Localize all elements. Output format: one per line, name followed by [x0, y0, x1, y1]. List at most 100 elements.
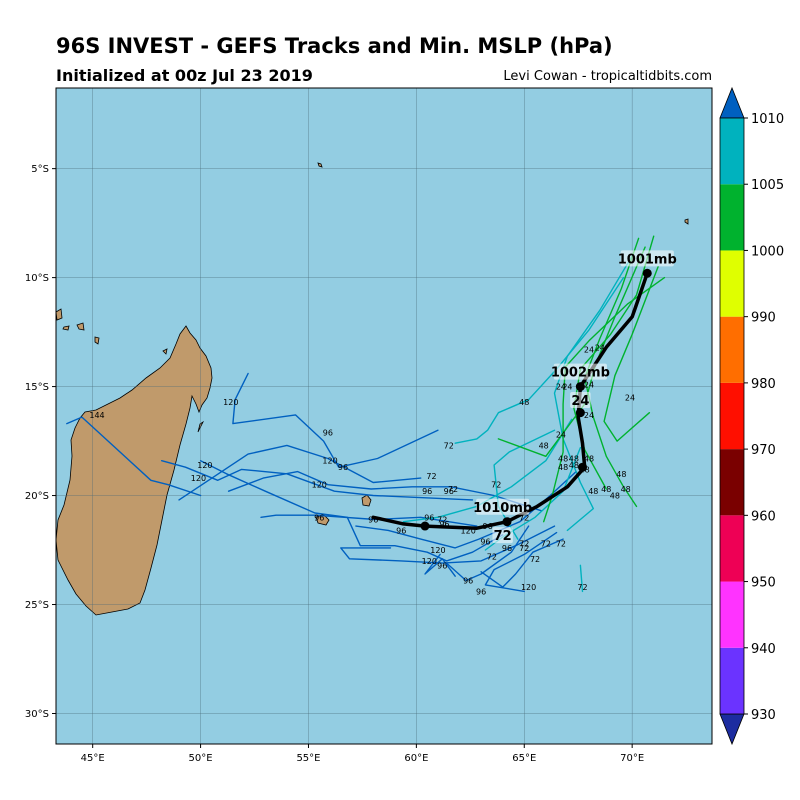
- mean-track-label: 1010mb: [473, 501, 532, 516]
- mean-track-dot: [502, 517, 512, 527]
- colorbar-tick-label: 1010: [751, 112, 784, 127]
- member-hour-label: 24: [556, 431, 566, 440]
- member-hour-label: 24: [584, 380, 594, 389]
- member-hour-label: 72: [491, 481, 501, 490]
- member-hour-label: 96: [338, 463, 348, 472]
- tick-label-lat: 5°S: [31, 164, 49, 175]
- member-track: [579, 564, 584, 593]
- member-hour-label: 72: [530, 555, 540, 564]
- tick-label-lon: 65°E: [512, 753, 536, 764]
- ensemble-tracks: [66, 235, 666, 593]
- colorbar-tick-label: 940: [751, 642, 776, 657]
- member-hour-label: 24: [562, 383, 572, 392]
- mean-label-backdrop: [570, 392, 591, 409]
- tick-label-lat: 15°S: [25, 382, 49, 393]
- member-hour-label: 96: [424, 513, 434, 522]
- colorbar-tick-label: 1005: [751, 178, 784, 193]
- member-hour-label: 120: [422, 557, 437, 566]
- member-hour-label: 96: [314, 513, 324, 522]
- colorbar-segment: [720, 647, 744, 714]
- mean-track-dot: [578, 462, 588, 472]
- member-hour-label: 72: [448, 485, 458, 494]
- member-hour-label: 72: [577, 583, 587, 592]
- member-hour-label: 48: [601, 485, 611, 494]
- member-track: [497, 246, 646, 457]
- member-track: [424, 553, 456, 577]
- member-track: [543, 276, 666, 523]
- member-track: [454, 276, 625, 444]
- credit-text: Levi Cowan - tropicaltidbits.com: [503, 69, 712, 84]
- colorbar-tick-label: 980: [751, 377, 776, 392]
- member-hour-label: 24: [584, 411, 594, 420]
- member-hour-label: 120: [322, 457, 337, 466]
- member-track: [178, 444, 422, 501]
- member-hour-label: 48: [519, 398, 529, 407]
- member-track: [493, 429, 556, 540]
- member-track: [232, 372, 439, 468]
- tick-label-lat: 30°S: [25, 709, 49, 720]
- member-hour-label: 48: [539, 441, 549, 450]
- member-track: [199, 460, 504, 562]
- member-hour-label: 24: [625, 393, 635, 402]
- mean-label-backdrop: [492, 527, 513, 544]
- mean-track-label: 1001mb: [618, 252, 677, 267]
- member-hour-label: 96: [368, 516, 378, 525]
- member-hour-label: 72: [437, 516, 447, 525]
- colorbar-over-arrow: [719, 86, 745, 119]
- member-hour-label: 96: [480, 537, 490, 546]
- member-track: [484, 531, 558, 593]
- mean-track-line: [371, 271, 650, 530]
- comoros-island: [62, 325, 70, 331]
- chart-subtitle: Initialized at 00z Jul 23 2019: [56, 66, 313, 85]
- member-hour-label: 72: [541, 539, 551, 548]
- comoros-island: [56, 308, 63, 321]
- mean-track-dot: [575, 382, 585, 392]
- member-track: [480, 538, 564, 588]
- comoros-island: [76, 322, 85, 331]
- member-hour-label: 96: [444, 487, 454, 496]
- member-hour-label: 24: [556, 383, 566, 392]
- member-hour-label: 96: [439, 520, 449, 529]
- member-track: [160, 460, 474, 501]
- mean-label-backdrop: [553, 363, 607, 380]
- land-masses: [56, 162, 689, 616]
- colorbar-segment: [720, 382, 744, 450]
- tick-label-lon: 55°E: [296, 753, 320, 764]
- member-track: [340, 525, 556, 564]
- colorbar-segment: [720, 118, 744, 185]
- member-hour-label: 48: [621, 485, 631, 494]
- mayotte-island: [94, 336, 100, 345]
- member-hour-label: 24: [595, 343, 605, 352]
- tick-label-lon: 70°E: [620, 753, 644, 764]
- pressure-colorbar: 930 940 950 960 970 980 990 1000 1005 1010: [719, 86, 784, 746]
- colorbar-under-arrow: [719, 713, 745, 746]
- member-hour-label: 144: [89, 411, 104, 420]
- colorbar-segment: [720, 581, 744, 648]
- member-track: [402, 418, 573, 523]
- member-hour-label: 120: [521, 583, 536, 592]
- mean-track-label: 24: [571, 394, 589, 409]
- member-hour-label: 96: [437, 561, 447, 570]
- colorbar-tick-label: 1000: [751, 244, 784, 259]
- tick-label-lon: 50°E: [189, 753, 213, 764]
- member-hour-label: 96: [323, 428, 333, 437]
- colorbar-tick-label: 970: [751, 443, 776, 458]
- member-hour-label: 120: [312, 481, 327, 490]
- member-hour-label: 120: [223, 398, 238, 407]
- mean-track-dot: [575, 408, 585, 418]
- chagos-island: [684, 218, 689, 225]
- mean-track-label: 72: [494, 529, 512, 544]
- tick-label-lat: 25°S: [25, 600, 49, 611]
- member-hour-label: 72: [519, 544, 529, 553]
- agalega-island: [317, 162, 323, 168]
- colorbar-tick-label: 990: [751, 311, 776, 326]
- member-hour-label: 72: [426, 472, 436, 481]
- member-hour-label: 96: [476, 587, 486, 596]
- mean-label-backdrop: [620, 250, 674, 267]
- member-track: [445, 525, 530, 582]
- mean-track-dot: [642, 268, 652, 278]
- member-hour-label: 96: [502, 544, 512, 553]
